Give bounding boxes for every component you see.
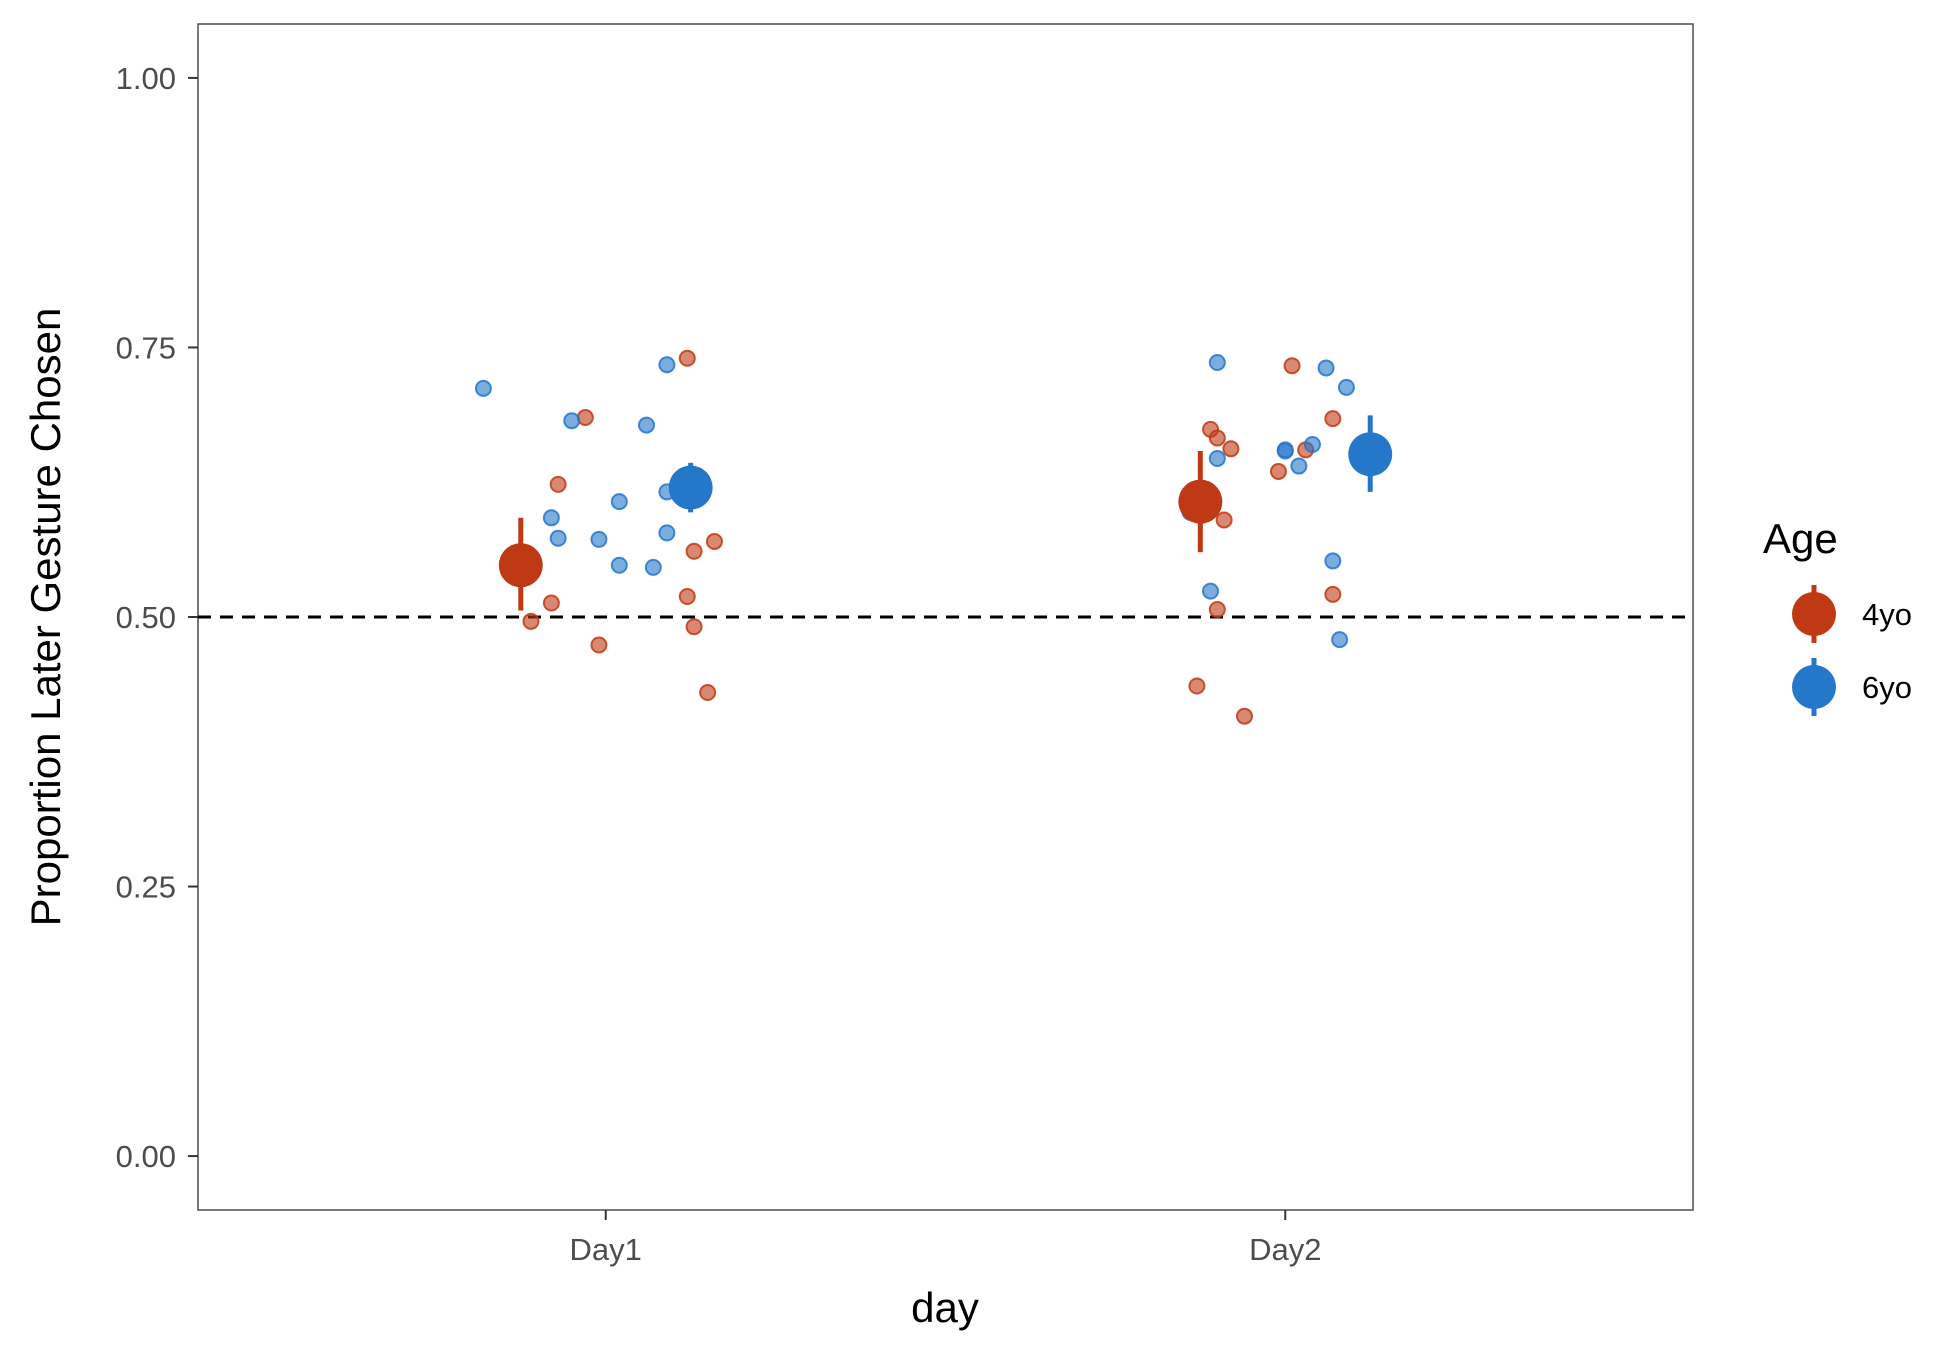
- data-point-6yo: [1324, 552, 1342, 570]
- mean-markers: [498, 415, 1393, 611]
- mean-point-6yo: [1348, 432, 1393, 477]
- data-point-6yo: [610, 493, 628, 511]
- data-point-6yo: [644, 558, 662, 576]
- data-point-4yo: [1222, 440, 1240, 458]
- legend-label-4yo: 4yo: [1862, 597, 1912, 632]
- data-point-4yo: [685, 542, 703, 560]
- mean-point-4yo: [498, 543, 543, 588]
- data-point-6yo: [1208, 354, 1226, 372]
- mean-point-6yo: [668, 465, 713, 510]
- data-point-4yo: [678, 588, 696, 606]
- data-point-4yo: [1215, 511, 1233, 529]
- data-point-6yo: [1303, 435, 1321, 453]
- data-point-6yo: [549, 529, 567, 547]
- data-point-4yo: [678, 349, 696, 367]
- y-axis-title: Proportion Later Gesture Chosen: [22, 308, 69, 927]
- data-point-6yo: [1337, 378, 1355, 396]
- x-tick-label: Day1: [570, 1232, 642, 1267]
- data-point-4yo: [685, 618, 703, 636]
- legend-key-6yo: [1792, 665, 1836, 709]
- data-point-4yo: [1208, 600, 1226, 618]
- data-point-4yo: [1208, 429, 1226, 447]
- data-point-4yo: [542, 594, 560, 612]
- data-point-4yo: [1236, 707, 1253, 725]
- data-point-6yo: [1208, 450, 1226, 468]
- data-point-6yo: [1276, 442, 1294, 460]
- mean-point-4yo: [1178, 479, 1223, 524]
- data-point-4yo: [549, 475, 567, 493]
- legend: Age 4yo 6yo: [1763, 515, 1912, 716]
- data-point-4yo: [699, 683, 717, 701]
- data-point-6yo: [1202, 582, 1220, 600]
- data-point-6yo: [610, 556, 628, 574]
- data-point-6yo: [1331, 631, 1349, 649]
- y-axis: 0.00 0.25 0.50 0.75 1.00: [116, 61, 198, 1174]
- y-tick-label: 0.00: [116, 1139, 176, 1174]
- y-tick-label: 0.25: [116, 870, 176, 905]
- data-point-6yo: [658, 524, 676, 542]
- data-point-4yo: [1188, 677, 1206, 695]
- data-point-6yo: [542, 509, 560, 527]
- data-point-6yo: [1317, 359, 1335, 377]
- data-point-6yo: [658, 356, 676, 374]
- legend-key-4yo: [1792, 592, 1836, 636]
- legend-label-6yo: 6yo: [1862, 670, 1912, 705]
- legend-title: Age: [1763, 515, 1838, 562]
- data-point-4yo: [705, 533, 723, 551]
- data-point-6yo: [638, 416, 655, 434]
- data-point-4yo: [1283, 357, 1301, 375]
- y-tick-label: 0.75: [116, 330, 176, 365]
- data-point-6yo: [1290, 457, 1308, 475]
- data-point-4yo: [1324, 410, 1342, 428]
- y-tick-label: 1.00: [116, 61, 176, 96]
- data-point-6yo: [590, 530, 608, 548]
- data-point-4yo: [1269, 462, 1287, 480]
- data-point-4yo: [522, 612, 540, 630]
- data-point-6yo: [563, 412, 581, 430]
- data-point-6yo: [474, 379, 492, 397]
- x-tick-label: Day2: [1249, 1232, 1321, 1267]
- x-axis: Day1 Day2: [570, 1210, 1321, 1267]
- x-axis-title: day: [911, 1284, 979, 1331]
- data-point-4yo: [576, 409, 594, 427]
- y-tick-label: 0.50: [116, 600, 176, 635]
- data-point-4yo: [1324, 585, 1342, 603]
- data-point-4yo: [590, 636, 608, 654]
